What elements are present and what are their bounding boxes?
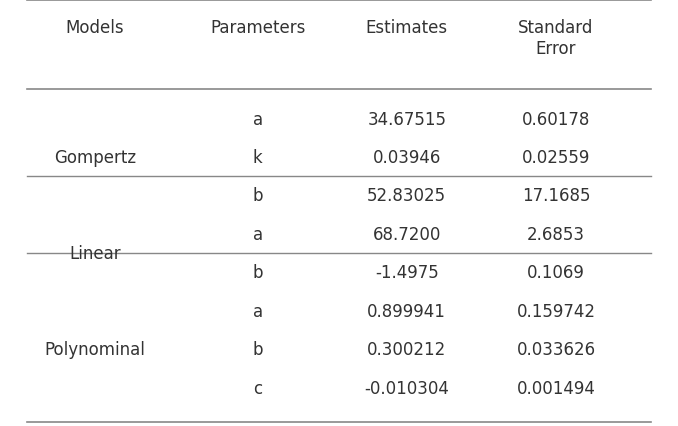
Text: 0.1069: 0.1069 bbox=[527, 264, 585, 282]
Text: 17.1685: 17.1685 bbox=[521, 187, 591, 205]
Text: a: a bbox=[253, 110, 262, 128]
Text: 68.7200: 68.7200 bbox=[373, 225, 441, 243]
Text: c: c bbox=[253, 379, 262, 397]
Text: 0.001494: 0.001494 bbox=[517, 379, 595, 397]
Text: b: b bbox=[252, 264, 263, 282]
Text: b: b bbox=[252, 340, 263, 358]
Text: Models: Models bbox=[66, 19, 124, 37]
Text: Parameters: Parameters bbox=[210, 19, 305, 37]
Text: 0.159742: 0.159742 bbox=[517, 302, 595, 320]
Text: a: a bbox=[253, 302, 262, 320]
Text: 0.02559: 0.02559 bbox=[522, 149, 590, 167]
Text: Estimates: Estimates bbox=[365, 19, 448, 37]
Text: Polynominal: Polynominal bbox=[45, 340, 145, 358]
Text: Standard
Error: Standard Error bbox=[518, 19, 594, 58]
Text: 0.033626: 0.033626 bbox=[517, 340, 595, 358]
Text: b: b bbox=[252, 187, 263, 205]
Text: -1.4975: -1.4975 bbox=[375, 264, 439, 282]
Text: 52.83025: 52.83025 bbox=[367, 187, 446, 205]
Text: k: k bbox=[253, 149, 262, 167]
Text: a: a bbox=[253, 225, 262, 243]
Text: 2.6853: 2.6853 bbox=[527, 225, 585, 243]
Text: 0.03946: 0.03946 bbox=[373, 149, 441, 167]
Text: Gompertz: Gompertz bbox=[54, 149, 136, 167]
Text: 34.67515: 34.67515 bbox=[367, 110, 446, 128]
Text: 0.60178: 0.60178 bbox=[522, 110, 590, 128]
Text: 0.300212: 0.300212 bbox=[367, 340, 446, 358]
Text: 0.899941: 0.899941 bbox=[367, 302, 446, 320]
Text: Linear: Linear bbox=[69, 245, 121, 262]
Text: -0.010304: -0.010304 bbox=[364, 379, 450, 397]
